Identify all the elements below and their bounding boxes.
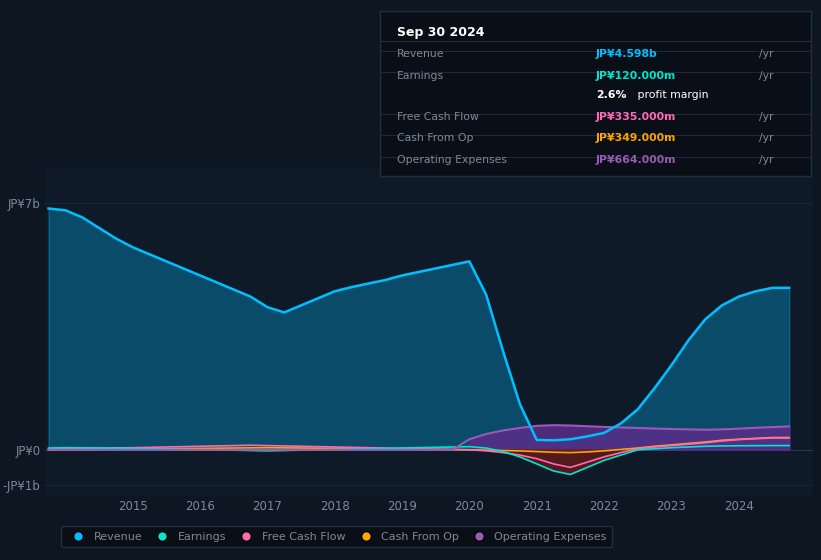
Text: /yr: /yr	[759, 112, 774, 122]
Text: Cash From Op: Cash From Op	[397, 133, 474, 143]
Text: /yr: /yr	[759, 133, 774, 143]
Text: Earnings: Earnings	[397, 71, 444, 81]
Text: JP¥664.000m: JP¥664.000m	[596, 155, 677, 165]
Text: JP¥4.598b: JP¥4.598b	[596, 49, 658, 59]
FancyBboxPatch shape	[380, 11, 811, 176]
Text: /yr: /yr	[759, 49, 774, 59]
Text: Revenue: Revenue	[397, 49, 445, 59]
Text: Operating Expenses: Operating Expenses	[397, 155, 507, 165]
Legend: Revenue, Earnings, Free Cash Flow, Cash From Op, Operating Expenses: Revenue, Earnings, Free Cash Flow, Cash …	[62, 526, 612, 547]
Text: /yr: /yr	[759, 155, 774, 165]
Text: JP¥120.000m: JP¥120.000m	[596, 71, 676, 81]
Text: Sep 30 2024: Sep 30 2024	[397, 26, 485, 39]
Text: JP¥349.000m: JP¥349.000m	[596, 133, 676, 143]
Text: 2.6%: 2.6%	[596, 91, 626, 100]
Text: JP¥335.000m: JP¥335.000m	[596, 112, 676, 122]
Text: profit margin: profit margin	[635, 91, 709, 100]
Text: /yr: /yr	[759, 71, 774, 81]
Text: Free Cash Flow: Free Cash Flow	[397, 112, 479, 122]
